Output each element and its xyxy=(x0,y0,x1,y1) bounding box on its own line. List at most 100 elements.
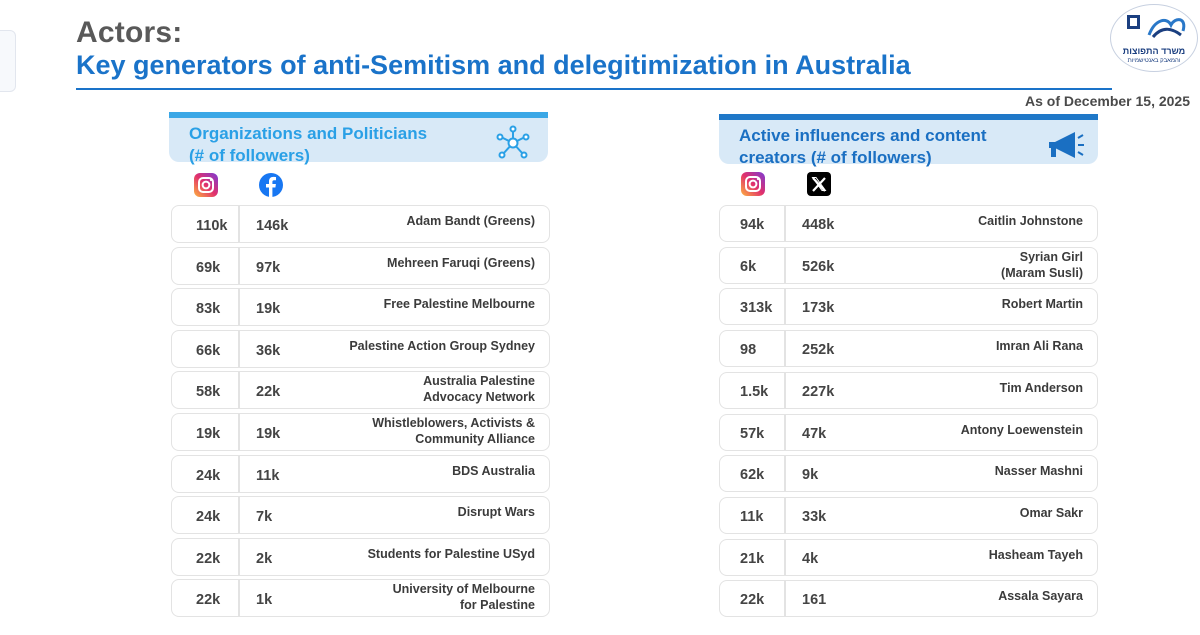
table-row: 1.5k 227k Tim Anderson xyxy=(719,371,1098,409)
actor-name: Mehreen Faruqi (Greens) xyxy=(387,255,535,271)
influencers-title-line2: creators (# of followers) xyxy=(739,148,932,167)
actor-name: Caitlin Johnstone xyxy=(978,213,1083,229)
column-divider xyxy=(784,289,786,325)
instagram-followers: 22k xyxy=(196,550,221,567)
facebook-followers: 1k xyxy=(256,592,273,609)
x-followers: 47k xyxy=(802,425,827,442)
table-row: 24k 11k BDS Australia xyxy=(171,454,550,493)
x-followers: 448k xyxy=(802,217,835,233)
ministry-logo: משרד התפוצות והמאבק באנטישמיות xyxy=(1110,4,1198,72)
instagram-followers: 58k xyxy=(196,384,221,401)
x-followers: 4k xyxy=(802,550,819,567)
table-row: 24k 7k Disrupt Wars xyxy=(171,496,550,535)
x-followers: 33k xyxy=(802,508,827,525)
actor-name: BDS Australia xyxy=(452,463,535,479)
instagram-followers: 66k xyxy=(196,342,221,359)
actor-name-line: Australia Palestine xyxy=(423,374,535,389)
table-row: 22k 161 Assala Sayara xyxy=(719,580,1098,618)
influencers-panel-title: Active influencers and content creators … xyxy=(739,125,987,169)
actor-name-line: BDS Australia xyxy=(452,463,535,478)
column-divider xyxy=(784,497,786,533)
actor-name-line: Palestine Action Group Sydney xyxy=(349,338,535,353)
facebook-followers: 7k xyxy=(256,509,273,526)
network-icon xyxy=(496,125,530,159)
instagram-followers: 22k xyxy=(196,592,221,609)
x-followers: 9k xyxy=(802,467,819,484)
actor-name-line: Imran Ali Rana xyxy=(995,339,1083,354)
actor-name-line: Antony Loewenstein xyxy=(960,422,1083,437)
actor-name-line: Caitlin Johnstone xyxy=(978,214,1083,228)
column-divider xyxy=(784,414,786,450)
organizations-panel-header: Organizations and Politicians (# of foll… xyxy=(169,112,548,165)
actor-name-line: Students for Palestine USyd xyxy=(367,546,535,561)
influencers-panel-header: Active influencers and content creators … xyxy=(719,114,1098,167)
facebook-followers: 22k xyxy=(256,384,281,401)
instagram-followers: 19k xyxy=(196,426,221,442)
actor-name-line: Whistleblowers, Activists & xyxy=(372,416,535,430)
ministry-emblem-icon xyxy=(1127,15,1186,39)
actor-name-line: Assala Sayara xyxy=(998,589,1083,604)
facebook-followers: 19k xyxy=(256,301,281,318)
facebook-followers: 36k xyxy=(256,342,281,359)
instagram-icon xyxy=(194,173,218,197)
actor-name-line: Free Palestine Melbourne xyxy=(383,297,535,312)
actor-name-line: Syrian Girl xyxy=(1019,249,1083,264)
table-row: 22k 1k University of Melbourne for Palestin… xyxy=(171,579,550,618)
actor-name-line: (Maram Susli) xyxy=(1001,265,1083,280)
actor-name: Antony Loewenstein xyxy=(961,422,1083,438)
actor-name: Whistleblowers, Activists & Community All… xyxy=(372,415,535,447)
page-title: Key generators of anti-Semitism and dele… xyxy=(76,50,911,80)
actor-name: Disrupt Wars xyxy=(458,504,535,520)
table-row: 66k 36k Palestine Action Group Sydney xyxy=(171,329,550,368)
instagram-followers: 69k xyxy=(196,259,221,276)
column-divider xyxy=(784,372,786,408)
table-row: 98 252k Imran Ali Rana xyxy=(719,330,1098,368)
instagram-followers: 24k xyxy=(196,509,221,526)
organizations-title-line2: (# of followers) xyxy=(189,146,310,165)
column-divider xyxy=(238,497,240,534)
column-divider xyxy=(238,580,240,617)
actor-name: University of Melbourne for Palestine xyxy=(393,581,535,613)
instagram-followers: 98 xyxy=(740,342,757,359)
actor-name-line: Community Alliance xyxy=(415,432,535,446)
actor-name-line: Advocacy Network xyxy=(423,390,535,405)
instagram-followers: 22k xyxy=(740,592,765,609)
instagram-followers: 313k xyxy=(740,300,773,317)
table-row: 62k 9k Nasser Mashni xyxy=(719,455,1098,493)
actor-name: Students for Palestine USyd xyxy=(368,546,535,562)
actor-name-line: Disrupt Wars xyxy=(457,505,535,520)
column-divider xyxy=(238,289,240,326)
logo-text: משרד התפוצות xyxy=(1122,46,1186,56)
facebook-followers: 146k xyxy=(256,218,289,234)
column-divider xyxy=(784,539,786,575)
facebook-followers: 11k xyxy=(256,467,280,484)
column-divider xyxy=(784,206,786,241)
table-row: 69k 97k Mehreen Faruqi (Greens) xyxy=(171,246,550,285)
logo-subtext: והמאבק באנטישמיות xyxy=(1127,58,1181,64)
instagram-followers: 83k xyxy=(196,301,221,318)
column-divider xyxy=(238,247,240,284)
actor-name-line: Robert Martin xyxy=(1001,297,1083,312)
table-row: 110k 146k Adam Bandt (Greens) xyxy=(171,205,550,243)
as-of-date: As of December 15, 2025 xyxy=(1025,93,1190,109)
facebook-followers: 2k xyxy=(256,550,273,567)
actor-name: Nasser Mashni xyxy=(995,463,1083,479)
column-divider xyxy=(784,331,786,367)
x-icon xyxy=(807,172,831,196)
column-divider xyxy=(238,538,240,575)
actor-name-line: Mehreen Faruqi (Greens) xyxy=(387,255,535,270)
x-followers: 252k xyxy=(802,342,835,359)
actor-name: Free Palestine Melbourne xyxy=(384,296,535,312)
table-row: 6k 526k Syrian Girl (Maram Susli) xyxy=(719,246,1098,284)
instagram-followers: 24k xyxy=(196,467,221,484)
instagram-followers: 1.5k xyxy=(740,383,769,400)
facebook-followers: 19k xyxy=(256,426,281,442)
influencers-title-line1: Active influencers and content xyxy=(739,126,987,145)
actor-name: Robert Martin xyxy=(1002,296,1083,312)
actor-name: Omar Sakr xyxy=(1020,505,1083,521)
facebook-followers: 97k xyxy=(256,259,281,276)
column-divider xyxy=(238,414,240,450)
actor-name: Hasheam Tayeh xyxy=(989,547,1083,563)
instagram-followers: 62k xyxy=(740,467,765,484)
x-followers: 227k xyxy=(802,383,835,400)
